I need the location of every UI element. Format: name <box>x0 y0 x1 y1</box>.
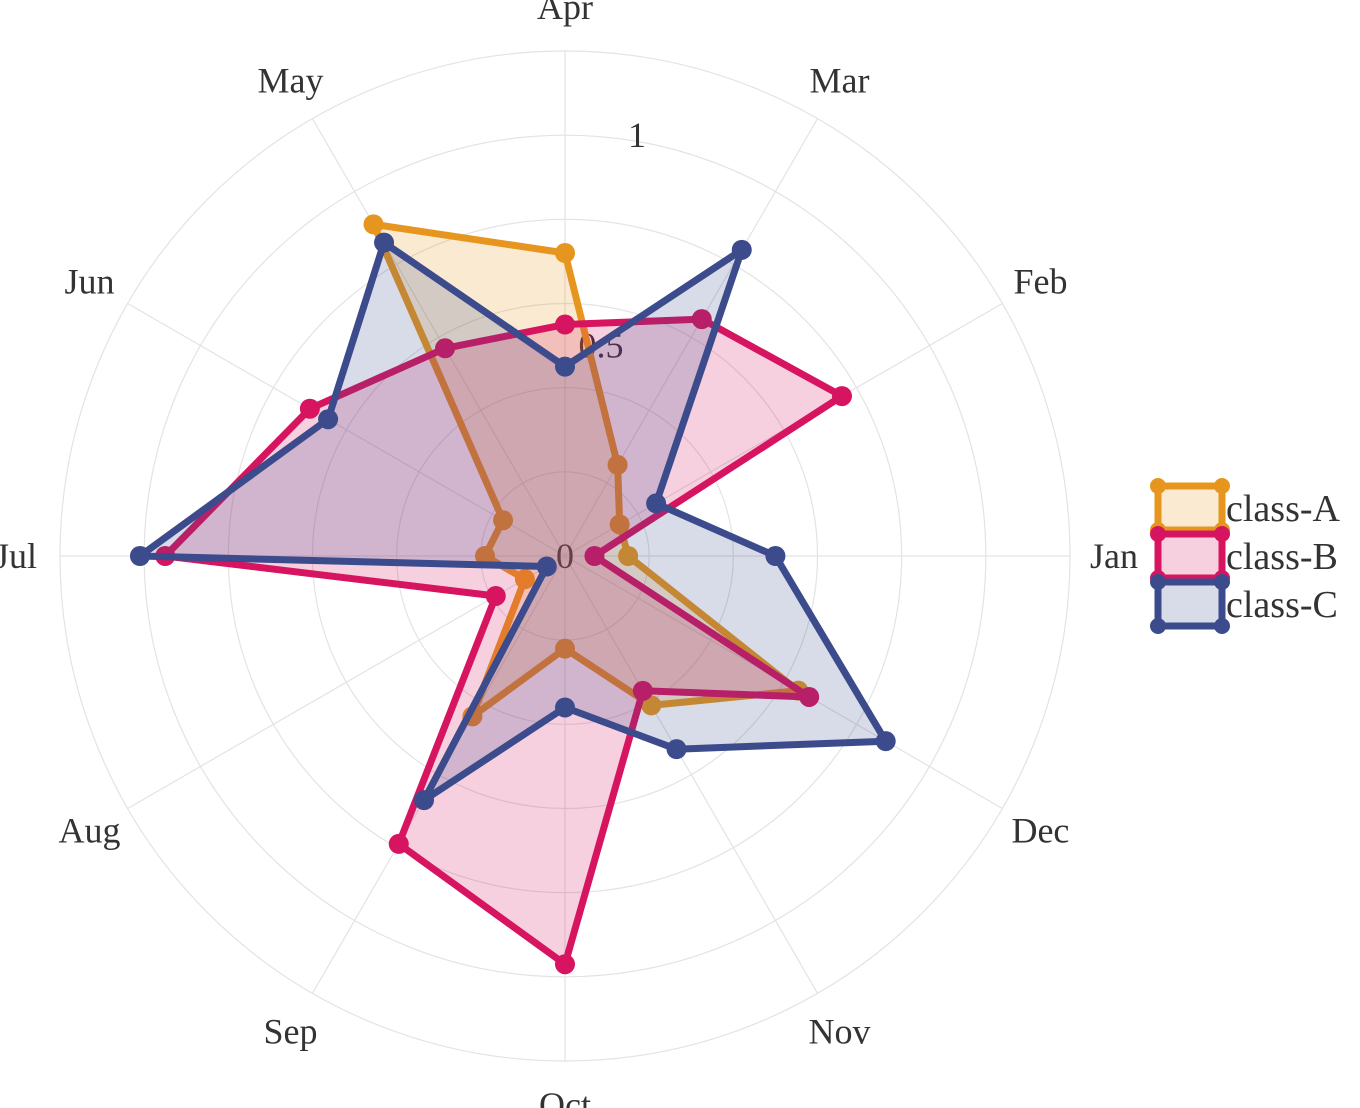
data-point-class-B-may <box>435 338 456 359</box>
category-label-jan: Jan <box>1090 536 1138 576</box>
legend-marker <box>1150 618 1166 634</box>
data-point-class-A-nov <box>641 695 662 716</box>
data-point-class-C-oct <box>555 697 575 718</box>
data-point-class-C-aug <box>536 556 557 577</box>
radial-tick-label: 1 <box>628 115 646 155</box>
series-class-A <box>363 214 809 727</box>
legend-marker <box>1150 574 1166 590</box>
data-point-class-A-apr <box>555 243 575 263</box>
grid-spoke-jun <box>127 302 566 557</box>
data-point-class-C-apr <box>555 356 575 377</box>
data-point-class-B-nov <box>632 680 653 701</box>
data-point-class-C-feb <box>646 493 667 514</box>
data-point-class-C-jul <box>129 546 150 566</box>
data-point-class-B-oct <box>555 954 575 975</box>
legend-item-class-A: class-A <box>1150 478 1341 538</box>
legend-swatch <box>1154 482 1226 534</box>
data-point-class-C-jun <box>318 409 339 430</box>
data-point-class-B-mar <box>691 309 712 330</box>
legend-marker <box>1214 574 1230 590</box>
category-label-apr: Apr <box>537 0 593 27</box>
legend-marker <box>1214 618 1230 634</box>
legend-swatch <box>1154 530 1226 582</box>
category-label-dec: Dec <box>1011 811 1069 851</box>
data-point-class-C-nov <box>666 739 687 760</box>
category-label-jul: Jul <box>0 536 37 576</box>
legend-marker <box>1214 526 1230 542</box>
data-point-class-C-jan <box>765 546 786 566</box>
legend-marker <box>1150 526 1166 542</box>
data-point-class-C-sep <box>414 790 435 811</box>
data-point-class-B-jan <box>584 546 605 566</box>
data-point-class-A-jul <box>475 546 496 566</box>
category-label-sep: Sep <box>264 1011 318 1051</box>
data-point-class-B-feb <box>831 386 852 407</box>
data-point-class-A-jan <box>618 546 639 566</box>
data-point-class-B-sep <box>388 833 409 854</box>
category-label-may: May <box>258 61 324 101</box>
legend-item-class-C: class-C <box>1150 574 1338 634</box>
category-label-feb: Feb <box>1013 262 1067 302</box>
legend: class-A class-B class-C <box>1150 478 1341 634</box>
data-point-class-C-mar <box>731 239 752 260</box>
category-labels: Jan Feb Mar Apr May Jun Jul Aug Sep Oct Nov Dec <box>0 0 1138 1108</box>
series-class-C <box>129 232 896 811</box>
data-point-class-A-jun <box>493 510 514 531</box>
data-point-class-A-feb <box>609 514 630 535</box>
grid-spoke-mar <box>564 118 819 557</box>
legend-item-class-B: class-B <box>1150 526 1338 586</box>
legend-label: class-C <box>1226 584 1338 626</box>
grid-spoke-nov <box>564 555 819 994</box>
category-label-nov: Nov <box>809 1011 871 1051</box>
data-point-class-B-jun <box>299 398 320 419</box>
legend-marker <box>1214 478 1230 494</box>
data-point-class-A-aug <box>514 569 535 590</box>
data-point-class-A-may <box>363 214 384 235</box>
category-label-aug: Aug <box>59 811 121 851</box>
category-label-oct: Oct <box>539 1085 591 1108</box>
category-label-jun: Jun <box>65 262 115 302</box>
legend-label: class-B <box>1226 536 1338 578</box>
data-point-class-C-may <box>374 232 395 253</box>
legend-label: class-A <box>1226 488 1341 530</box>
data-point-class-B-aug <box>485 585 506 606</box>
category-label-mar: Mar <box>810 61 870 101</box>
grid-spoke-may <box>311 118 566 557</box>
data-point-class-B-dec <box>799 686 820 707</box>
data-point-class-B-apr <box>555 314 575 335</box>
data-point-class-C-dec <box>875 731 896 752</box>
series-layer <box>129 214 896 975</box>
legend-swatch <box>1154 578 1226 630</box>
legend-marker <box>1150 478 1166 494</box>
radial-tick-label: 0 <box>556 536 574 576</box>
data-point-class-A-mar <box>607 454 628 475</box>
data-point-class-A-oct <box>555 638 575 659</box>
